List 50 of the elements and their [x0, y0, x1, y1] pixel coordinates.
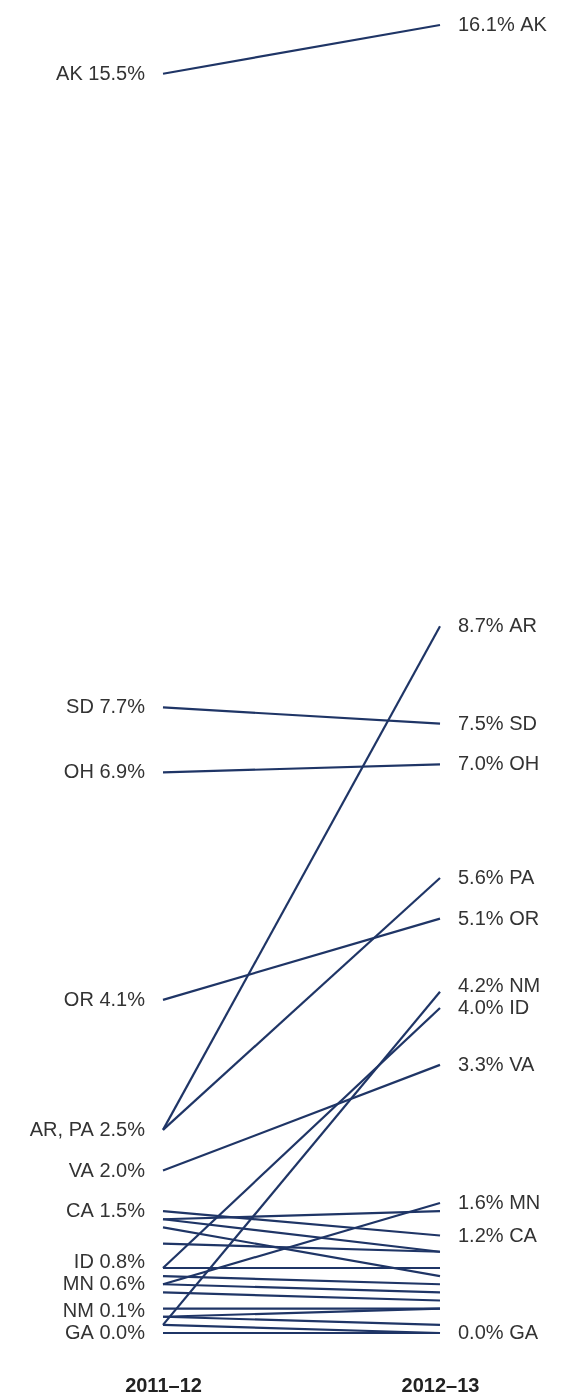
data-label: 8.7%: [458, 614, 504, 637]
text: SD: [509, 711, 537, 734]
data-label: 7.7%: [99, 695, 146, 718]
text: NM: [62, 1299, 94, 1321]
text: GA: [509, 1321, 539, 1343]
data-label: 16.1%: [458, 13, 515, 35]
text: AR: [29, 1117, 58, 1140]
text: OR: [509, 906, 540, 929]
text: ID: [73, 1250, 94, 1273]
data-label: 7.5%: [458, 711, 504, 734]
text: OH: [509, 752, 540, 775]
text: NM: [509, 974, 541, 997]
data-label: 0.8%: [99, 1250, 146, 1273]
data-label: 15.5%: [88, 61, 146, 84]
data-label: 6.9%: [99, 760, 146, 783]
text: MN: [62, 1272, 94, 1295]
data-label: 1.6%: [458, 1191, 504, 1214]
x-tick-label: 2011–12: [125, 1373, 202, 1396]
text: CA: [509, 1223, 537, 1246]
text: MN: [509, 1191, 541, 1214]
data-label: 3.3%: [458, 1052, 504, 1075]
text: AR: [509, 614, 537, 637]
data-label: 1.5%: [99, 1199, 146, 1222]
data-label: 5.1%: [458, 906, 504, 929]
annotation: ,: [57, 1117, 64, 1140]
data-label: 0.6%: [99, 1272, 146, 1295]
text: AK: [520, 13, 547, 35]
text: OR: [63, 987, 94, 1010]
text: GA: [64, 1321, 95, 1343]
data-label: 2.5%: [99, 1117, 146, 1140]
data-label: 0.0%: [99, 1321, 146, 1343]
data-label: 0.0%: [458, 1321, 504, 1343]
text: VA: [509, 1052, 535, 1075]
data-label: 0.1%: [99, 1299, 146, 1321]
data-label: 4.2%: [458, 974, 504, 997]
text: AK: [56, 61, 84, 84]
data-label: 7.0%: [458, 752, 504, 775]
text: CA: [66, 1199, 95, 1222]
text: OH: [63, 760, 94, 783]
data-label: 2.0%: [99, 1158, 146, 1181]
data-label: 4.1%: [99, 987, 146, 1010]
data-label: 5.6%: [458, 866, 504, 889]
x-tick-label: 2012–13: [401, 1373, 480, 1396]
text: SD: [66, 695, 94, 718]
text: PA: [68, 1117, 95, 1140]
text: ID: [509, 996, 530, 1019]
text: VA: [68, 1158, 95, 1181]
data-label: 4.0%: [458, 996, 504, 1019]
text: PA: [509, 866, 535, 889]
data-label: 1.2%: [458, 1223, 504, 1246]
